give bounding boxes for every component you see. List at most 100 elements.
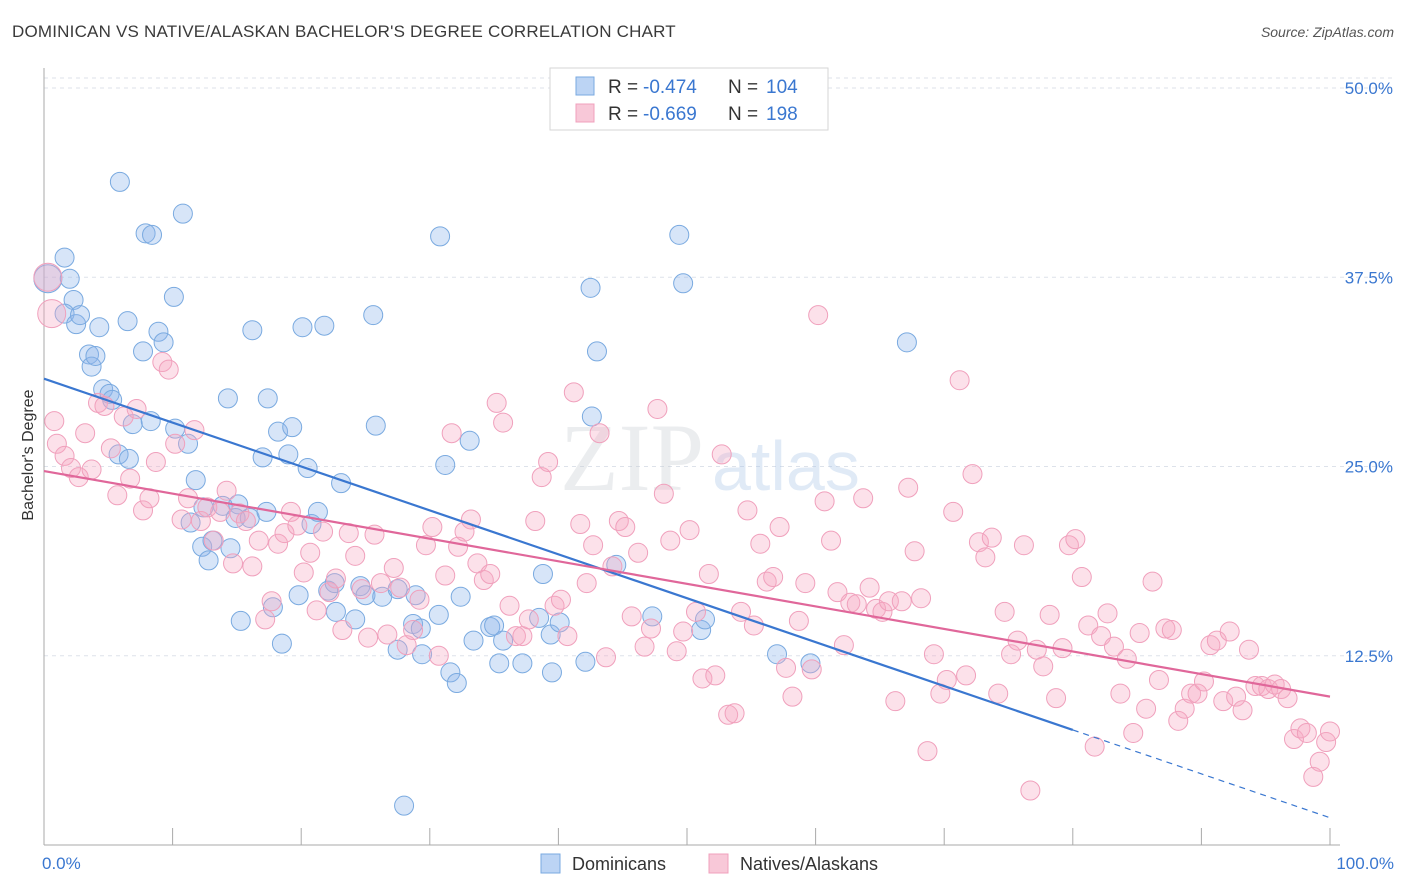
- dominican-point-19: [133, 341, 154, 362]
- dominican-point-42: [242, 320, 263, 341]
- dominican-point-64: [363, 305, 384, 326]
- dominican-point-26: [142, 224, 163, 245]
- legend-r-label-2: R =: [608, 104, 638, 125]
- native-point-81: [550, 589, 571, 610]
- native-point-181: [1193, 671, 1214, 692]
- native-point-4: [54, 445, 75, 466]
- native-point-172: [1136, 698, 1157, 719]
- dominican-point-25: [135, 223, 156, 244]
- native-point-105: [705, 665, 726, 686]
- native-point-27: [203, 530, 224, 551]
- series-legend-swatch-pink: [708, 853, 729, 874]
- native-point-184: [1213, 691, 1234, 712]
- native-point-195: [1283, 729, 1304, 750]
- dominican-point-29: [185, 470, 206, 491]
- native-point-127: [846, 594, 867, 615]
- dominican-point-1: [54, 247, 75, 268]
- native-point-71: [486, 392, 507, 413]
- dominican-point-94: [581, 406, 602, 427]
- legend-swatch-pink: [575, 103, 595, 123]
- native-point-100: [673, 621, 694, 642]
- native-point-63: [435, 565, 456, 586]
- native-point-123: [821, 530, 842, 551]
- native-point-40: [287, 515, 308, 536]
- native-point-55: [383, 557, 404, 578]
- native-point-93: [628, 542, 649, 563]
- native-point-129: [859, 577, 880, 598]
- native-point-73: [499, 595, 520, 616]
- dominican-point-79: [450, 586, 471, 607]
- native-point-108: [724, 703, 745, 724]
- native-point-158: [1046, 688, 1067, 709]
- dominican-point-6: [70, 305, 91, 326]
- native-point-3: [46, 433, 67, 454]
- native-point-168: [1110, 683, 1131, 704]
- native-point-76: [518, 609, 539, 630]
- native-point-50: [351, 579, 372, 600]
- dominican-point-84: [489, 653, 510, 674]
- native-point-11: [100, 438, 121, 459]
- native-point-174: [1148, 669, 1169, 690]
- dominican-point-69: [394, 795, 415, 816]
- dominican-point-100: [691, 620, 712, 641]
- watermark-zip: ZIP: [560, 404, 704, 511]
- native-point-98: [660, 530, 681, 551]
- dominican-point-2: [59, 268, 80, 289]
- dominican-point-33: [198, 550, 219, 571]
- axes: [43, 68, 1340, 846]
- native-point-37: [268, 533, 289, 554]
- native-point-111: [743, 615, 764, 636]
- native-point-179: [1181, 683, 1202, 704]
- legend-swatch-blue: [575, 76, 595, 96]
- native-point-121: [808, 305, 829, 326]
- trend-line-natives: [43, 469, 1331, 698]
- native-point-47: [332, 620, 353, 641]
- dominican-point-88: [532, 563, 553, 584]
- native-point-101: [679, 520, 700, 541]
- native-point-180: [1187, 683, 1208, 704]
- native-point-120: [801, 659, 822, 680]
- dominican-point-98: [669, 224, 690, 245]
- native-point-78: [531, 467, 552, 488]
- native-point-85: [576, 573, 597, 594]
- dominican-point-37: [220, 538, 241, 559]
- native-point-38: [274, 523, 295, 544]
- native-point-0: [33, 262, 63, 292]
- native-point-135: [898, 477, 919, 498]
- series-legend-swatch-blue: [540, 853, 561, 874]
- trend-lines: [43, 377, 1331, 819]
- native-point-35: [255, 609, 276, 630]
- native-point-62: [428, 645, 449, 666]
- native-point-18: [145, 451, 166, 472]
- y-tick-label-3: 12.5%: [1345, 647, 1393, 666]
- dominican-point-85: [493, 630, 514, 651]
- native-point-167: [1103, 636, 1124, 657]
- native-point-70: [480, 563, 501, 584]
- native-point-194: [1277, 688, 1298, 709]
- native-point-94: [634, 636, 655, 657]
- native-point-153: [1013, 535, 1034, 556]
- native-point-60: [415, 535, 436, 556]
- dominican-point-72: [410, 618, 431, 639]
- dominican-point-76: [435, 454, 456, 475]
- native-point-144: [956, 665, 977, 686]
- native-point-36: [261, 591, 282, 612]
- dominican-point-93: [580, 277, 601, 298]
- source-label: Source: ZipAtlas.com: [1260, 24, 1394, 40]
- native-point-42: [300, 542, 321, 563]
- dominican-point-95: [586, 341, 607, 362]
- native-point-32: [235, 511, 256, 532]
- native-point-34: [248, 530, 269, 551]
- native-point-77: [525, 511, 546, 532]
- trend-line-dominicans-extension: [1072, 729, 1331, 819]
- native-point-148: [981, 527, 1002, 548]
- native-point-119: [795, 573, 816, 594]
- x-tick-label-left: 0.0%: [42, 854, 81, 873]
- dominican-point-10: [85, 345, 106, 366]
- native-point-83: [563, 382, 584, 403]
- native-point-170: [1123, 722, 1144, 743]
- native-point-103: [692, 668, 713, 689]
- native-point-178: [1174, 698, 1195, 719]
- dominican-point-15: [118, 448, 139, 469]
- native-point-97: [653, 483, 674, 504]
